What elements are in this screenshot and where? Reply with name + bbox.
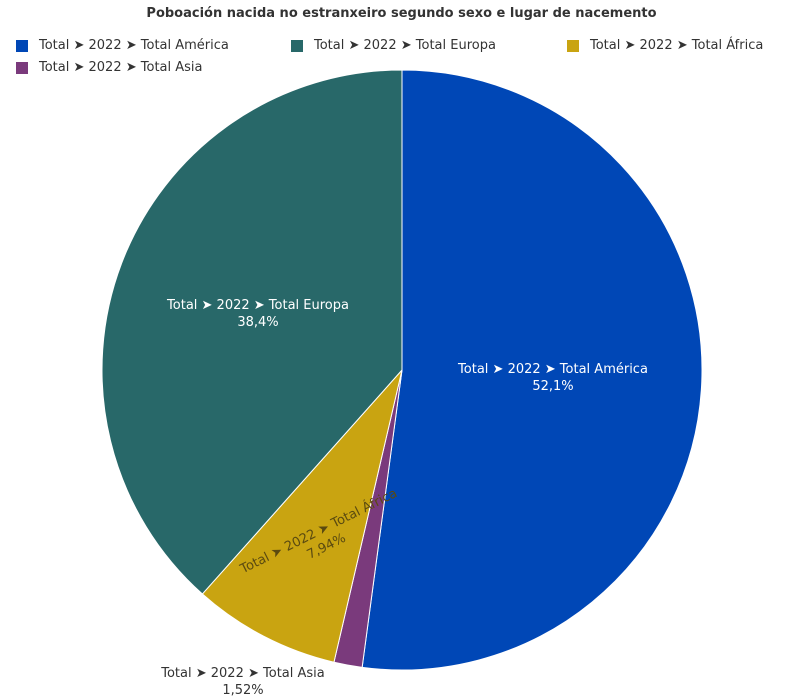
legend-label-asia: Total ➤ 2022 ➤ Total Asia [39, 60, 203, 75]
pie-slice-africa[interactable] [201, 369, 403, 663]
legend-swatch-africa [567, 39, 579, 52]
chart-title: Poboación nacida no estranxeiro segundo … [146, 6, 657, 21]
legend-item-america[interactable]: Total ➤ 2022 ➤ Total América [16, 38, 229, 53]
slice-label-value-asia: 1,52% [222, 683, 263, 698]
slice-label-name-asia: Total ➤ 2022 ➤ Total Asia [160, 666, 325, 681]
legend-swatch-europa [291, 39, 303, 52]
slice-label-america: Total ➤ 2022 ➤ Total América 52,1% [457, 362, 648, 394]
legend-item-asia[interactable]: Total ➤ 2022 ➤ Total Asia [16, 60, 203, 75]
legend-label-europa: Total ➤ 2022 ➤ Total Europa [314, 38, 496, 53]
slice-label-asia: Total ➤ 2022 ➤ Total Asia 1,52% [160, 666, 325, 698]
legend-item-africa[interactable]: Total ➤ 2022 ➤ Total África [567, 38, 763, 53]
legend-item-europa[interactable]: Total ➤ 2022 ➤ Total Europa [291, 38, 496, 53]
legend-label-america: Total ➤ 2022 ➤ Total América [39, 38, 229, 53]
legend-swatch-america [16, 39, 28, 52]
slice-label-value-europa: 38,4% [237, 315, 278, 330]
slice-label-europa: Total ➤ 2022 ➤ Total Europa 38,4% [166, 298, 349, 330]
slice-label-value-america: 52,1% [532, 379, 573, 394]
pie-slice-america[interactable] [361, 69, 703, 671]
slice-label-name-europa: Total ➤ 2022 ➤ Total Europa [166, 298, 349, 313]
slice-label-name-america: Total ➤ 2022 ➤ Total América [457, 362, 648, 377]
legend-swatch-asia [16, 61, 28, 74]
legend-label-africa: Total ➤ 2022 ➤ Total África [590, 38, 764, 53]
pie-slice-europa[interactable] [101, 69, 403, 595]
